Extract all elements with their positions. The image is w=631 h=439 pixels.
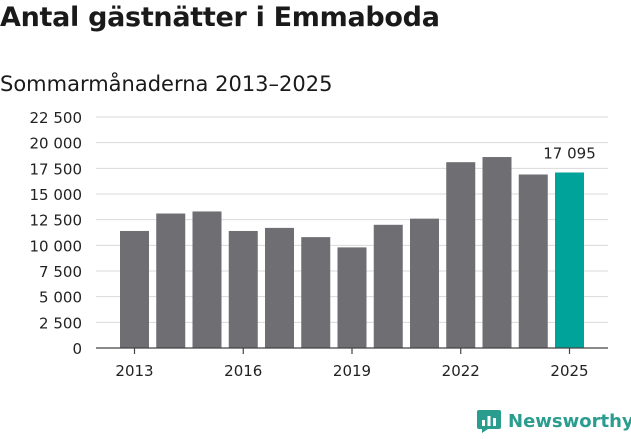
- data-label: 17 095: [543, 144, 596, 162]
- brand-name: Newsworthy: [508, 410, 631, 432]
- y-tick-label: 12 500: [30, 212, 83, 230]
- newsworthy-brand: Newsworthy: [476, 408, 631, 434]
- y-tick-label: 5 000: [39, 289, 82, 307]
- bar-2013: [120, 230, 149, 348]
- y-tick-label: 10 000: [30, 237, 83, 255]
- chart-subtitle: Sommarmånaderna 2013–2025: [0, 72, 333, 96]
- x-tick-label: 2016: [224, 362, 262, 380]
- y-axis-tick-labels: 0 2 500 5 000 7 500 10 000 12 500 15 000 17 500…: [30, 109, 83, 358]
- data-labels: 17 095: [543, 144, 596, 162]
- x-tick-label: 2025: [550, 362, 588, 380]
- chart-title: Antal gästnätter i Emmaboda: [0, 2, 440, 33]
- y-tick-label: 17 500: [30, 160, 83, 178]
- y-tick-label: 7 500: [39, 263, 82, 281]
- newsworthy-logo-icon: [477, 410, 501, 433]
- bar-2015: [192, 211, 222, 348]
- x-tick-label: 2019: [333, 362, 371, 380]
- bar-chart: 0 2 500 5 000 7 500 10 000 12 500 15 000 17 500…: [30, 109, 608, 380]
- bar-2021: [410, 218, 439, 348]
- bar-2016: [228, 230, 258, 348]
- y-tick-label: 2 500: [39, 314, 82, 332]
- bar-2017: [265, 227, 294, 348]
- bars: [120, 157, 584, 348]
- bar-2022: [446, 162, 476, 348]
- y-tick-label: 15 000: [30, 186, 83, 204]
- y-tick-label: 22 500: [30, 109, 83, 127]
- x-tick-label: 2022: [442, 362, 480, 380]
- x-axis-tick-labels: 2013 2016 2019 2022 2025: [115, 348, 589, 380]
- y-tick-label: 20 000: [30, 135, 83, 153]
- bar-2024: [518, 174, 548, 348]
- bar-2025: [555, 172, 584, 348]
- bar-2020: [373, 224, 403, 348]
- bar-2023: [482, 157, 512, 348]
- bar-2019: [337, 247, 367, 348]
- y-tick-label: 0: [72, 340, 82, 358]
- x-tick-label: 2013: [115, 362, 153, 380]
- bar-2014: [156, 213, 186, 348]
- bar-2018: [301, 237, 331, 348]
